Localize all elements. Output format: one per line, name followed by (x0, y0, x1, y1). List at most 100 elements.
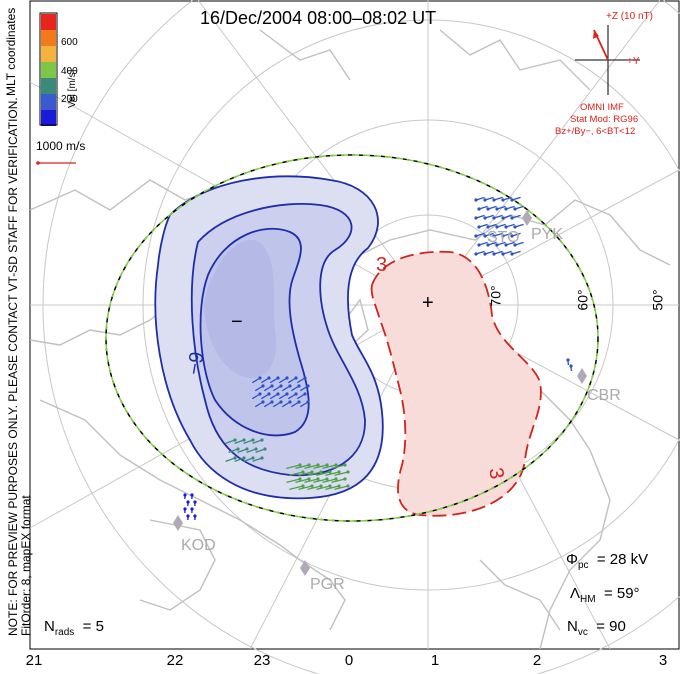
radar-marker-kod (173, 515, 183, 531)
velocity-vector-origin (285, 392, 289, 396)
velocity-vector-origin (334, 477, 338, 481)
velocity-vector-origin (510, 234, 514, 238)
colorbar-segment (41, 14, 56, 30)
lat-label-70: 70° (487, 285, 504, 307)
velocity-vector (307, 471, 322, 476)
velocity-vector (307, 485, 322, 490)
hour-label-3: 3 (658, 652, 668, 669)
radar-marker-cbr (577, 368, 587, 384)
radar-marker-pgr (300, 560, 310, 576)
velocity-vector (331, 478, 346, 483)
velocity-vector-origin (301, 484, 305, 488)
velocity-vector-origin (504, 225, 508, 229)
velocity-vector (331, 464, 346, 469)
velocity-vector-origin (316, 463, 320, 467)
velocity-vector-origin (343, 477, 347, 481)
velocity-vector-origin (337, 470, 341, 474)
velocity-vector (243, 439, 254, 444)
velocity-vector-origin (504, 207, 508, 211)
velocity-vector-origin (258, 392, 262, 396)
hour-label-23: 23 (253, 652, 271, 669)
velocity-vector-origin (242, 438, 246, 442)
velocity-vector-origin (346, 484, 350, 488)
velocity-vector-origin (486, 243, 490, 247)
coords-label: MLT coordinates (4, 7, 18, 96)
velocity-vector (252, 439, 263, 444)
radar-label-kod: KOD (181, 537, 216, 554)
velocity-vector (304, 478, 319, 483)
scale-vector-label: 1000 m/s (36, 139, 86, 153)
lat-label-60: 60° (574, 289, 591, 311)
radar-label-cbr: CBR (587, 387, 621, 404)
radar-label-pyk: PYK (531, 226, 564, 243)
negative-potential-cell (154, 175, 384, 500)
velocity-vector-origin (307, 463, 311, 467)
velocity-vector-origin (513, 243, 517, 247)
imf-clock (575, 25, 640, 95)
velocity-vector-origin (236, 447, 240, 451)
velocity-vector-origin (510, 216, 514, 220)
velocity-vector-origin (285, 376, 289, 380)
velocity-vector-origin (325, 463, 329, 467)
velocity-vector (322, 478, 337, 483)
velocity-vector-origin (251, 438, 255, 442)
imf-condition: Bz+/By−, 6<BT<12 (555, 126, 636, 137)
velocity-vector-origin (495, 243, 499, 247)
velocity-vector-origin (501, 252, 505, 256)
velocity-vector-origin (569, 364, 573, 368)
radar-sites (173, 210, 587, 576)
plot-frame (29, 0, 680, 650)
velocity-vector-origin (492, 234, 496, 238)
velocity-vector-origin (495, 225, 499, 229)
velocity-vector-origin (254, 447, 258, 451)
lat-label-50: 50° (649, 289, 666, 311)
velocity-vector-origin (233, 456, 237, 460)
velocity-vector (243, 457, 254, 462)
velocity-vector-origin (513, 225, 517, 229)
colorbar-segment (41, 30, 56, 46)
colorbar-tick-200: 200 (61, 94, 78, 105)
colorbar-segment (41, 78, 56, 94)
hour-label-0: 0 (344, 652, 354, 669)
preview-note: NOTE: FOR PREVIEW PURPOSES ONLY. PLEASE … (6, 97, 20, 636)
velocity-vector-origin (510, 252, 514, 256)
velocity-vector-origin (260, 438, 264, 442)
velocity-vector-origin (474, 234, 478, 238)
radar-label-pgr: PGR (310, 576, 345, 593)
imf-model: Stat Mod: RG96 (570, 114, 639, 125)
velocity-vector-origin (193, 514, 197, 518)
contour-label-neg9: −9 (183, 350, 209, 377)
velocity-vector (322, 464, 337, 469)
velocity-vector-origin (261, 400, 265, 404)
velocity-vector-origin (486, 207, 490, 211)
velocity-vector-origin (486, 225, 490, 229)
velocity-vector-origin (260, 456, 264, 460)
velocity-vector (334, 471, 349, 476)
velocity-vector-origin (337, 484, 341, 488)
velocity-vector-origin (483, 198, 487, 202)
velocity-vector (289, 485, 304, 490)
velocity-vector-origin (242, 456, 246, 460)
velocity-vector-origin (306, 400, 310, 404)
velocity-vector-origin (267, 392, 271, 396)
velocity-vector-origin (294, 376, 298, 380)
velocity-vector (286, 478, 301, 483)
scale-vector (36, 161, 76, 165)
velocity-vector-origin (501, 198, 505, 202)
velocity-vector-origin (310, 470, 314, 474)
velocity-vector (289, 471, 304, 476)
velocity-vector (252, 457, 263, 462)
velocity-vector (334, 485, 349, 490)
potential-minimum-marker: − (231, 311, 243, 333)
colorbar-tick-600: 600 (61, 37, 78, 48)
velocity-vector-origin (501, 234, 505, 238)
velocity-vector-origin (267, 376, 271, 380)
velocity-vector (255, 448, 266, 453)
velocity-vector (234, 457, 245, 462)
velocity-vector (228, 448, 239, 453)
velocity-vector-origin (276, 376, 280, 380)
velocity-vector (316, 471, 331, 476)
velocity-vector-origin (501, 216, 505, 220)
velocity-vector-origin (297, 384, 301, 388)
